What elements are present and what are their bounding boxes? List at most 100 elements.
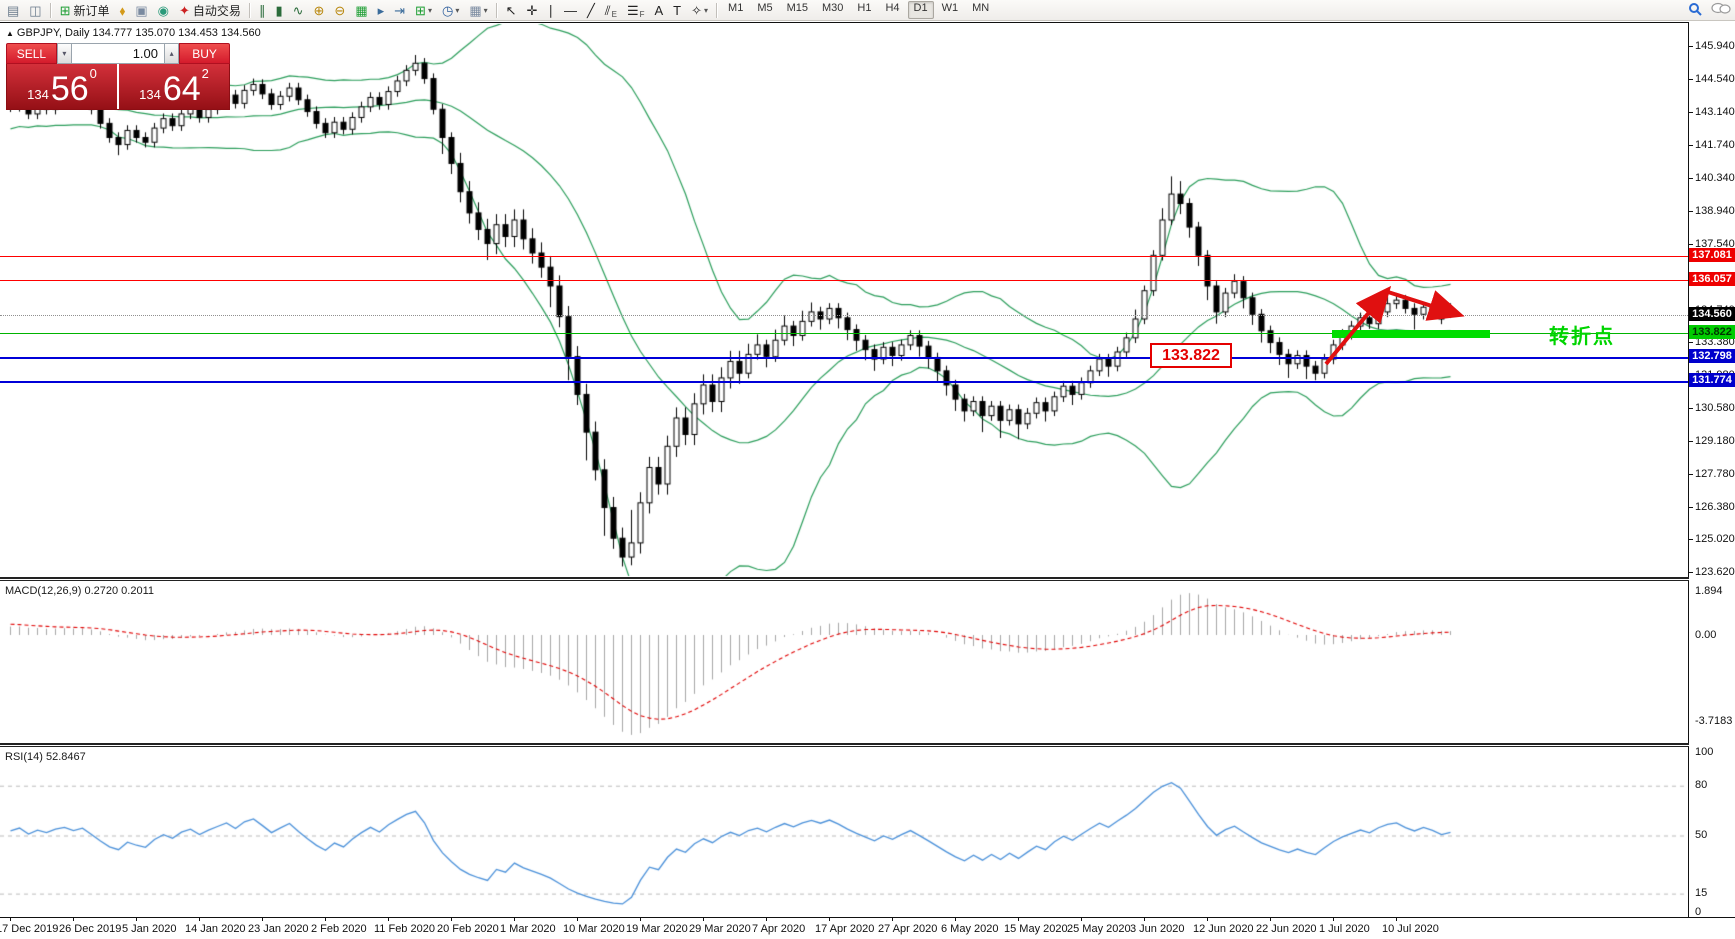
candlestick-icon[interactable]: ▮ (271, 0, 286, 20)
buy-button[interactable]: BUY (179, 43, 230, 64)
timeframe-m30[interactable]: M30 (822, 2, 844, 14)
template-icon-caret: ▾ (483, 5, 488, 15)
toolbar: ▤ ◫ ⊞ 新订单 ⬧ ▣ ◉ ✦ 自动交易 ∥ ▮ ∿ ⊕ ⊖ ▦ ▸ ⇥ ⊞ ▾ ◷ ▾ ▦ ▾ ↖ ✛ ∣ ― ╱ ⫽ E ☰ F A T ✧… (0, 0, 1735, 21)
vertical-line-icon[interactable]: ∣ (543, 0, 558, 20)
line-chart-icon[interactable]: ∿ (289, 0, 308, 20)
indicators-icon[interactable]: ⊞ ▾ (411, 0, 436, 20)
level-line-131.774[interactable] (0, 381, 1688, 383)
styles-icon[interactable]: ⬧ (116, 0, 130, 20)
price-tick-label: 144.540 (1695, 73, 1735, 85)
timeframe-m5[interactable]: M5 (757, 2, 773, 14)
fibonacci-icon[interactable]: ☰ F (623, 0, 649, 20)
price-badge-132.798: 132.798 (1689, 349, 1735, 363)
price-axis[interactable]: 145.940 144.540 143.140 141.740 140.340 138.9… (1689, 22, 1735, 918)
text-label-icon: T (673, 2, 682, 18)
periods-icon[interactable]: ◷ ▾ (438, 0, 463, 20)
search-icon[interactable] (1687, 2, 1703, 16)
date-tick (1396, 918, 1397, 921)
new-order-button[interactable]: ⊞ 新订单 (56, 0, 114, 20)
auto-scroll-icon[interactable]: ▸ (374, 0, 389, 20)
date-label: 5 Jan 2020 (122, 923, 177, 935)
chart-shift-icon[interactable]: ⇥ (390, 0, 409, 20)
date-axis[interactable]: 17 Dec 2019 26 Dec 2019 5 Jan 2020 14 Jan 2… (0, 917, 1735, 939)
level-line-133.822[interactable] (0, 333, 1688, 334)
collapse-panel-icon[interactable]: ▲ (6, 29, 14, 38)
price-tick (1689, 441, 1693, 442)
chat-icon[interactable] (1711, 2, 1731, 16)
timeframe-w1[interactable]: W1 (941, 2, 959, 14)
timeframe-mn[interactable]: MN (972, 2, 990, 14)
text-label-icon[interactable]: T (669, 0, 685, 20)
new-order-button: ⊞ (59, 2, 71, 18)
autotrading-button[interactable]: ✦ 自动交易 (175, 0, 245, 20)
turning-point-label[interactable]: 转折点 (1549, 326, 1615, 348)
timeframe-d1[interactable]: D1 (907, 1, 934, 19)
price-badge-133.822: 133.822 (1689, 325, 1735, 339)
level-line-136.057[interactable] (0, 280, 1688, 281)
date-label: 19 Mar 2020 (626, 923, 688, 935)
data-window-icon[interactable]: ◫ (25, 0, 45, 20)
level-line-134.56[interactable] (0, 315, 1688, 316)
chart-canvas[interactable] (0, 23, 1689, 918)
sell-button[interactable]: SELL (6, 43, 57, 64)
date-label: 7 Apr 2020 (752, 923, 806, 935)
vertical-line-icon: ∣ (547, 2, 554, 18)
date-label: 10 Mar 2020 (563, 923, 625, 935)
price-tick (1689, 178, 1693, 179)
text-icon[interactable]: A (650, 0, 667, 20)
level-line-132.798[interactable] (0, 357, 1688, 359)
bar-chart-icon[interactable]: ∥ (255, 0, 270, 20)
buy-price[interactable]: 134 64 2 (119, 64, 229, 109)
zoom-out-icon[interactable]: ⊖ (330, 0, 349, 20)
chart-area[interactable]: ▲ GBPJPY, Daily 134.777 135.070 134.453 1… (0, 22, 1689, 918)
chart-window-icon[interactable]: ▤ (3, 0, 23, 20)
buy-price-pips: 64 (162, 70, 201, 108)
one-click-trading-panel: SELL ▾ ▴ BUY 134 56 0 134 64 2 (6, 43, 230, 110)
volume-input[interactable] (72, 43, 164, 64)
timeframe-h4[interactable]: H4 (885, 2, 900, 14)
crosshair-icon[interactable]: ✛ (523, 0, 542, 20)
price-tick-label: 145.940 (1695, 40, 1735, 52)
date-tick (892, 918, 893, 921)
pane-separator-rsi[interactable] (0, 743, 1689, 747)
channel-icon[interactable]: ⫽ E (601, 0, 621, 20)
new-order-button-label: 新订单 (73, 3, 110, 18)
toolbar-separator (248, 2, 251, 18)
volume-increase-button[interactable]: ▴ (164, 43, 180, 64)
date-label: 12 Jun 2020 (1193, 923, 1254, 935)
timeframe-m15[interactable]: M15 (786, 2, 808, 14)
price-tick (1689, 572, 1693, 573)
date-tick (955, 918, 956, 921)
price-tick-label: 140.340 (1695, 172, 1735, 184)
rsi-axis-label: 80 (1695, 779, 1708, 791)
signal-icon[interactable]: ◉ (154, 0, 173, 20)
timeframe-m1[interactable]: M1 (728, 2, 744, 14)
price-annotation-box[interactable]: 133.822 (1150, 343, 1232, 368)
price-tick (1689, 408, 1693, 409)
zoom-in-icon[interactable]: ⊕ (310, 0, 329, 20)
volume-decrease-button[interactable]: ▾ (56, 43, 72, 64)
price-tick-label: 137.540 (1695, 238, 1735, 250)
trendline-icon[interactable]: ╱ (583, 0, 599, 20)
sell-price[interactable]: 134 56 0 (7, 64, 117, 109)
date-tick (199, 918, 200, 921)
crosshair-icon: ✛ (526, 2, 538, 18)
price-tick-label: 123.620 (1695, 566, 1735, 578)
price-tick-label: 125.020 (1695, 533, 1735, 545)
profile-icon[interactable]: ▣ (131, 0, 151, 20)
level-line-137.081[interactable] (0, 256, 1688, 257)
template-icon[interactable]: ▦ ▾ (465, 0, 491, 20)
date-tick (73, 918, 74, 921)
date-label: 15 May 2020 (1004, 923, 1068, 935)
arrows-icon[interactable]: ✧ ▾ (687, 0, 712, 20)
date-tick (640, 918, 641, 921)
green-highlight-band[interactable] (1332, 330, 1490, 338)
pane-separator-macd[interactable] (0, 577, 1689, 581)
date-label: 17 Apr 2020 (815, 923, 875, 935)
horizontal-line-icon[interactable]: ― (560, 0, 581, 20)
cursor-icon[interactable]: ↖ (502, 0, 521, 20)
tile-windows-icon[interactable]: ▦ (351, 0, 371, 20)
timeframe-h1[interactable]: H1 (857, 2, 872, 14)
autotrading-button: ✦ (179, 2, 190, 18)
